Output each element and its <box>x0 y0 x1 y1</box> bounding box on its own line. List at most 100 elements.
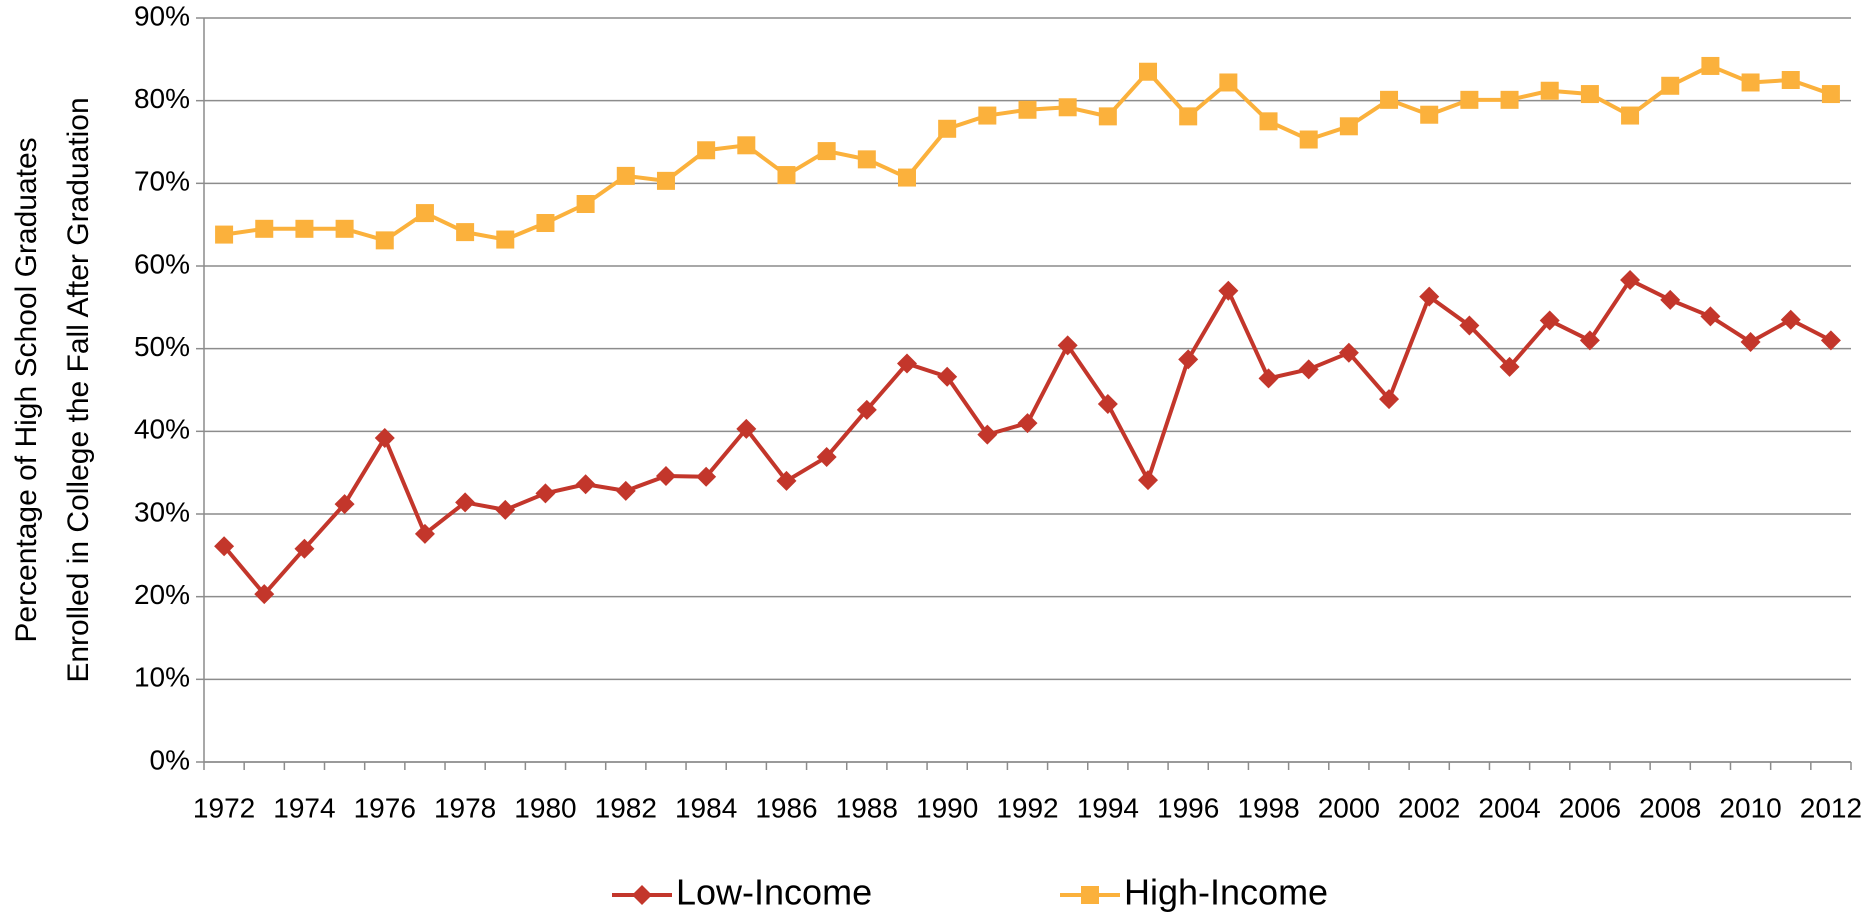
data-point <box>1500 90 1519 109</box>
y-tick-label: 80% <box>134 83 190 114</box>
data-point <box>1218 280 1239 301</box>
data-point <box>375 231 394 250</box>
data-point <box>576 195 595 213</box>
data-point <box>1781 71 1800 89</box>
y-axis-title: Enrolled in College the Fall After Gradu… <box>62 97 95 682</box>
data-point <box>656 171 675 190</box>
data-point <box>575 474 596 495</box>
x-tick-label: 2010 <box>1719 792 1781 823</box>
y-tick-label: 50% <box>134 331 190 362</box>
data-point <box>414 523 435 544</box>
x-tick-label: 1972 <box>193 792 255 823</box>
data-point <box>536 214 555 233</box>
x-tick-label: 1982 <box>595 792 657 823</box>
data-point <box>335 219 354 238</box>
data-point <box>495 499 516 520</box>
data-point <box>1379 389 1400 410</box>
data-point <box>1701 56 1720 75</box>
data-point <box>294 538 315 559</box>
data-point <box>1138 470 1159 491</box>
data-point <box>1661 76 1680 95</box>
data-point <box>1780 309 1801 330</box>
y-tick-label: 20% <box>134 579 190 610</box>
data-point <box>255 219 274 238</box>
data-point <box>456 223 475 242</box>
data-point <box>817 142 836 161</box>
data-point <box>697 141 716 160</box>
x-tick-label: 1990 <box>916 792 978 823</box>
data-point <box>1178 349 1199 370</box>
data-point <box>1420 105 1439 124</box>
x-tick-label: 2012 <box>1800 792 1862 823</box>
y-axis-title: Percentage of High School Graduates <box>10 137 43 642</box>
data-point <box>857 150 876 169</box>
data-point <box>1139 62 1158 81</box>
data-point <box>1741 73 1760 92</box>
data-point <box>1338 342 1359 363</box>
data-point <box>1700 306 1721 327</box>
data-point <box>1499 356 1520 377</box>
data-point <box>295 219 314 238</box>
data-point <box>655 465 676 486</box>
data-point <box>816 446 837 467</box>
data-point <box>215 225 234 244</box>
data-point <box>1820 330 1841 351</box>
x-tick-label: 1998 <box>1237 792 1299 823</box>
data-point <box>535 483 556 504</box>
x-tick-label: 1980 <box>514 792 576 823</box>
x-tick-label: 2000 <box>1318 792 1380 823</box>
data-point <box>334 494 355 515</box>
legend-label: High-Income <box>1124 872 1328 913</box>
y-tick-label: 90% <box>134 0 190 31</box>
data-point <box>1579 330 1600 351</box>
data-point <box>1540 81 1559 100</box>
data-point <box>1258 368 1279 389</box>
data-point <box>1580 85 1599 104</box>
data-point <box>254 584 275 605</box>
data-point <box>1298 359 1319 380</box>
data-point <box>1459 315 1480 336</box>
x-tick-label: 1996 <box>1157 792 1219 823</box>
legend-label: Low-Income <box>676 872 872 913</box>
x-tick-label: 1976 <box>354 792 416 823</box>
data-point <box>938 119 957 138</box>
data-point <box>1018 100 1037 119</box>
data-point <box>1460 90 1479 109</box>
y-tick-label: 70% <box>134 166 190 197</box>
data-point <box>737 136 756 155</box>
data-point <box>856 399 877 420</box>
data-point <box>1740 332 1761 353</box>
data-point <box>214 536 235 557</box>
y-tick-label: 40% <box>134 414 190 445</box>
data-point <box>1098 107 1117 126</box>
x-tick-label: 1974 <box>273 792 335 823</box>
data-point <box>415 204 434 223</box>
data-point <box>1097 394 1118 415</box>
x-tick-label: 2008 <box>1639 792 1701 823</box>
data-point <box>496 230 515 249</box>
data-point <box>897 168 916 187</box>
legend-marker <box>632 885 652 905</box>
data-point <box>1339 117 1358 136</box>
series-line <box>222 278 1832 597</box>
data-point <box>978 106 997 125</box>
data-point <box>455 492 476 513</box>
y-tick-label: 30% <box>134 496 190 527</box>
data-point <box>1620 270 1641 291</box>
x-tick-label: 2002 <box>1398 792 1460 823</box>
y-tick-label: 60% <box>134 248 190 279</box>
data-point <box>1660 289 1681 310</box>
data-point <box>374 427 395 448</box>
data-point <box>896 353 917 374</box>
data-point <box>615 480 636 501</box>
data-point <box>1539 310 1560 331</box>
data-point <box>1057 335 1078 356</box>
data-point <box>1219 73 1238 92</box>
x-tick-label: 1978 <box>434 792 496 823</box>
data-point <box>1058 98 1077 117</box>
data-point <box>696 466 717 487</box>
x-tick-label: 2004 <box>1478 792 1540 823</box>
data-point <box>937 366 958 387</box>
